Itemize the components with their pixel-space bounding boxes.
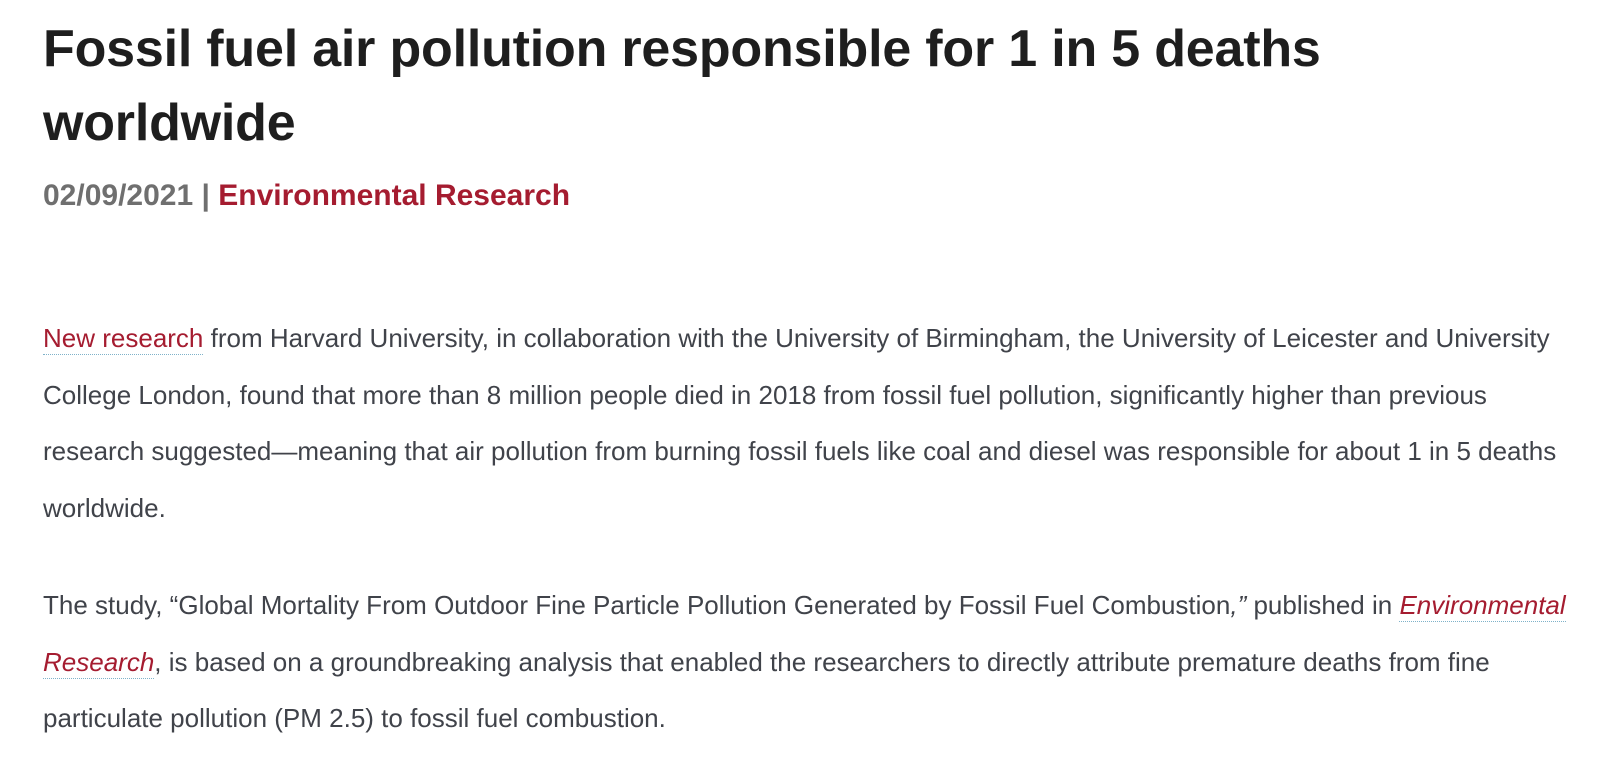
category-link[interactable]: Environmental Research: [218, 179, 571, 212]
paragraph-2-text-before: The study, “Global Mortality From Outdoo…: [43, 590, 1231, 620]
article-title: Fossil fuel air pollution responsible fo…: [43, 20, 1321, 152]
paragraph-2-italic-quote: ,”: [1230, 590, 1247, 620]
article: Fossil fuel air pollution responsible fo…: [43, 0, 1573, 747]
paragraph-2: The study, “Global Mortality From Outdoo…: [43, 577, 1573, 747]
paragraph-1-text: from Harvard University, in collaboratio…: [43, 323, 1557, 523]
article-meta: 02/09/2021 | Environmental Research: [43, 176, 1573, 216]
meta-separator: |: [201, 179, 210, 212]
paragraph-2-text-after: , is based on a groundbreaking analysis …: [43, 646, 1490, 734]
article-date: 02/09/2021: [43, 179, 194, 212]
paragraph-1: New research from Harvard University, in…: [43, 310, 1573, 536]
new-research-link[interactable]: New research: [43, 323, 204, 355]
journal-link[interactable]: Environmental Research: [43, 590, 1566, 679]
paragraph-2-text-mid: published in: [1246, 590, 1400, 620]
